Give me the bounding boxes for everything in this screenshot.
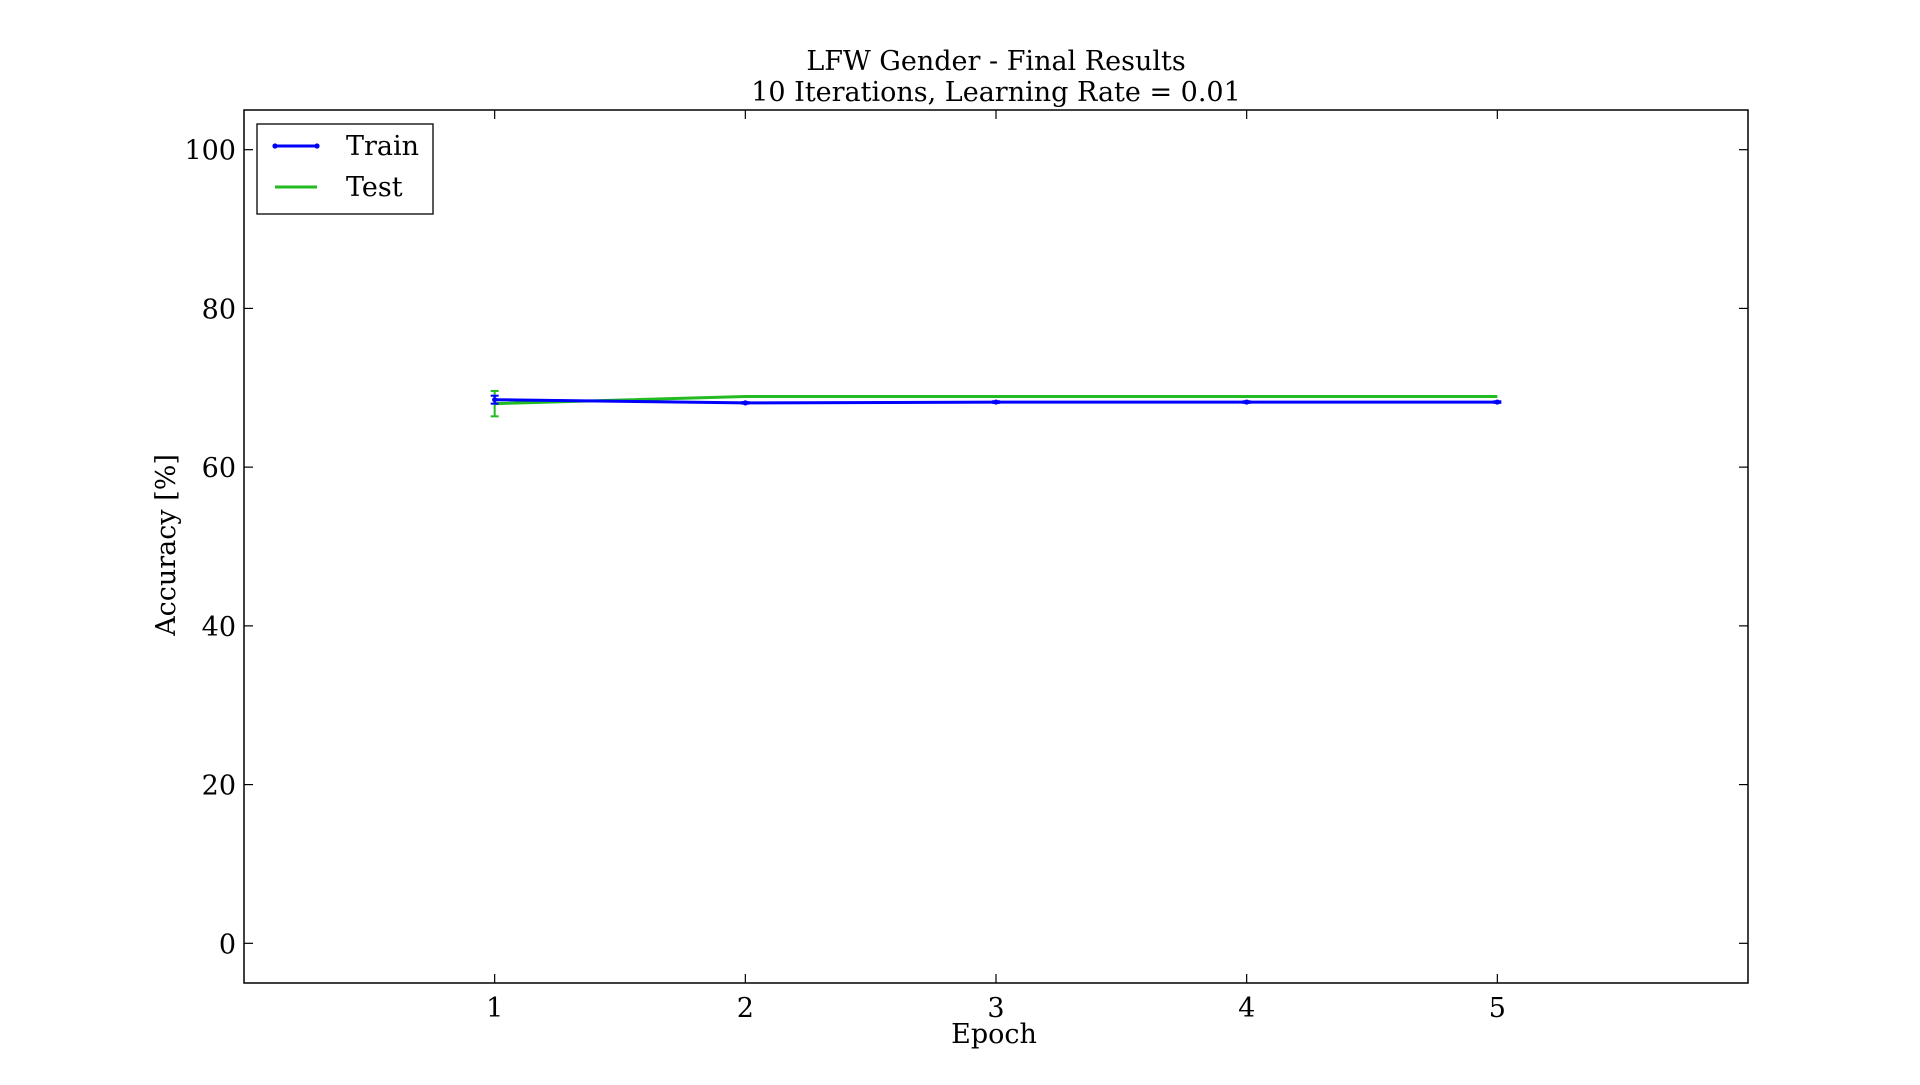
- x-axis-label: Epoch: [951, 1019, 1037, 1050]
- x-tick-label: 2: [737, 993, 754, 1024]
- y-tick-label: 60: [202, 453, 236, 484]
- data-point-train: [492, 397, 498, 403]
- y-tick-label: 0: [219, 929, 236, 960]
- x-tick-label: 3: [987, 993, 1004, 1024]
- x-tick-label: 1: [486, 993, 503, 1024]
- legend-marker-train: [314, 143, 320, 149]
- legend-label-train: Train: [346, 131, 419, 162]
- data-point-train: [1244, 399, 1250, 405]
- chart-subtitle: 10 Iterations, Learning Rate = 0.01: [751, 77, 1241, 108]
- y-tick-label: 100: [184, 136, 236, 167]
- y-tick-label: 20: [202, 771, 236, 802]
- y-tick-label: 40: [202, 612, 236, 643]
- x-tick-label: 4: [1238, 993, 1255, 1024]
- data-point-train: [742, 400, 748, 406]
- x-tick-label: 5: [1489, 993, 1506, 1024]
- y-axis-label: Accuracy [%]: [151, 454, 182, 637]
- data-point-train: [993, 399, 999, 405]
- legend-box: [256, 123, 434, 215]
- series-line-test: [494, 395, 1498, 406]
- data-point-train: [1494, 399, 1500, 405]
- chart-title: LFW Gender - Final Results: [806, 46, 1185, 77]
- legend-marker-train: [272, 143, 278, 149]
- y-tick-label: 80: [202, 294, 236, 325]
- plot-area: 1 2 3 4 5 0 20 40 60 80 100 Train Test: [184, 109, 1749, 1024]
- legend-label-test: Test: [346, 172, 403, 203]
